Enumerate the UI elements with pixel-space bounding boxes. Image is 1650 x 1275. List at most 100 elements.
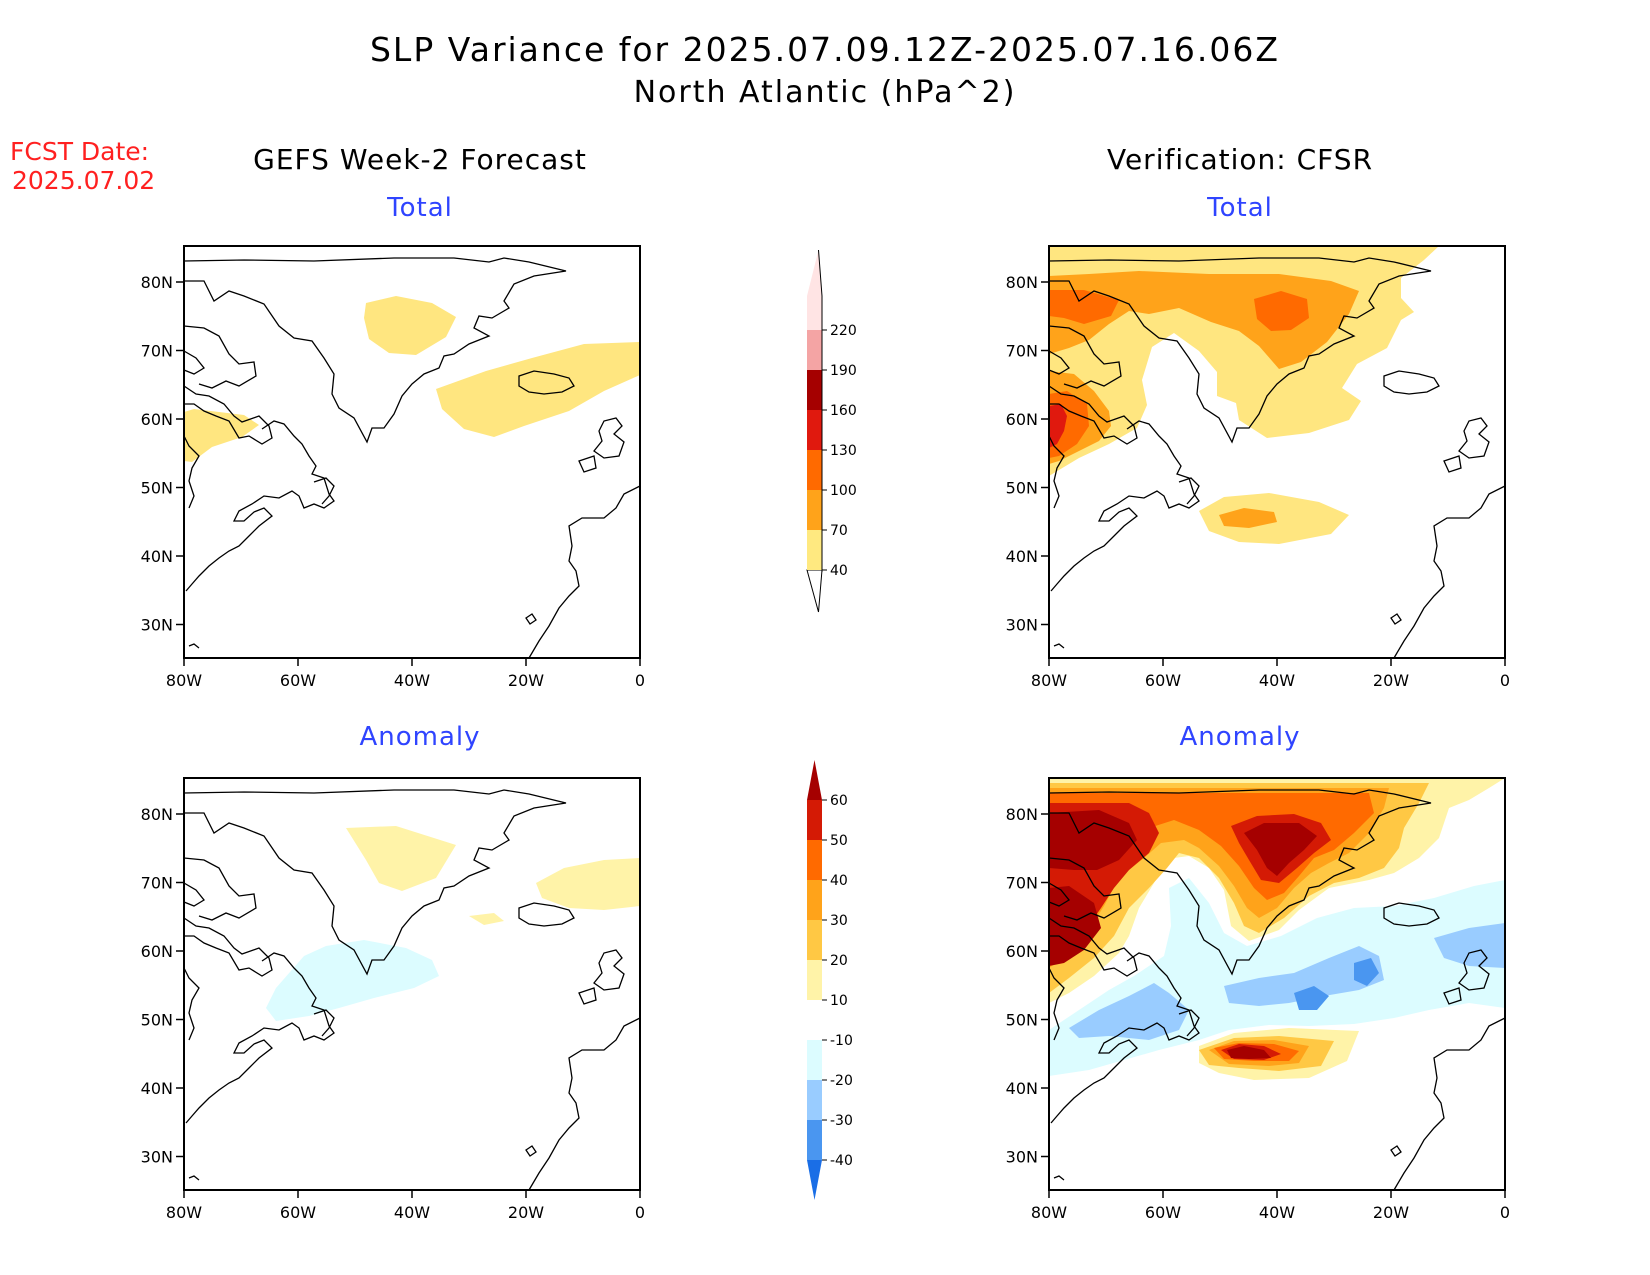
lon-tick-label: 40W [1259,671,1295,690]
lat-tick-label: 40N [1006,1079,1038,1098]
lon-tick-label: 20W [1373,1203,1409,1222]
lat-tick-label: 50N [1006,479,1038,498]
colorbar-anomaly-swatch [807,1080,822,1120]
lat-tick-label: 30N [141,616,173,635]
verification-anomaly-contour-60-south [1227,1046,1271,1059]
colorbar-total-label: 130 [830,443,857,459]
colorbar-total-swatch [807,490,822,530]
verification-total-contour-100-baffin [1049,290,1119,324]
lat-tick-label: 40N [141,1079,173,1098]
forecast-total-contour-40-greenland [364,296,456,355]
map-panel-forecast-total [183,257,641,659]
colorbar-anomaly-swatch [807,1120,822,1160]
colorbar-anomaly: 60 50 40 30 20 10 -10 -20 -30 -40 [807,760,853,1200]
colorbar-anomaly-swatch [807,960,822,1000]
lon-tick-label: 80W [166,1203,202,1222]
lon-tick-label: 60W [280,1203,316,1222]
verification-anomaly-contour-neg20-far-east [1434,923,1505,968]
verification-total-contour-100-greenland [1254,291,1309,331]
verification-anomaly-contour-neg20-east [1224,946,1384,1006]
colorbar-total-label: 40 [830,563,848,579]
colorbar-anomaly-label: -40 [830,1153,853,1169]
colorbar-anomaly-swatch [807,920,822,960]
verification-anomaly-contour-neg30-a [1294,986,1329,1010]
colorbar-anomaly-swatch [807,800,822,840]
colorbar-anomaly-label: -20 [830,1073,853,1089]
panel-title-verification-total: Total [1207,193,1273,223]
lat-tick-label: 40N [1006,547,1038,566]
colorbar-anomaly-swatch [807,880,822,920]
colorbar-total: 40 70 100 130 160 190 220 [806,249,857,613]
forecast-total-contour-40-labrador [184,409,259,462]
verification-anomaly-contour-neg30-b [1354,958,1379,986]
colorbar-total-swatch [807,410,822,450]
map-panel-forecast-anomaly [183,789,641,1191]
forecast-anomaly-contour-neg10 [266,940,439,1021]
colorbar-anomaly-label: -30 [830,1113,853,1129]
map-panel-verification-total [1048,246,1506,659]
lat-tick-label: 60N [1006,942,1038,961]
lat-tick-label: 70N [1006,874,1038,893]
fcst-date-value: 2025.07.02 [12,166,156,195]
verification-anomaly-contour-60-greenland [1244,823,1317,876]
forecast-anomaly-contour-10-small [469,913,504,925]
colorbar-total-label: 100 [830,483,857,499]
lon-tick-label: 40W [394,1203,430,1222]
main-subtitle: North Atlantic (hPa^2) [633,75,1017,110]
lon-tick-label: 0 [635,1203,645,1222]
lat-tick-label: 80N [141,273,173,292]
verification-anomaly-contour-60-labrador [1049,886,1101,966]
verification-anomaly-contour-60-baffin [1049,810,1137,870]
colorbar-total-label: 70 [830,523,848,539]
colorbar-total-label: 160 [830,403,857,419]
lat-tick-label: 50N [141,1011,173,1030]
colorbar-total-label: 220 [830,323,857,339]
verification-total-contour-130 [1049,404,1067,448]
lat-tick-label: 80N [1006,273,1038,292]
colorbar-anomaly-upper-extend [807,760,822,800]
panel-title-forecast-anomaly: Anomaly [359,722,481,752]
lat-tick-label: 40N [141,547,173,566]
colorbar-total-lower-extend [806,569,823,613]
colorbar-total-swatch [807,450,822,490]
colorbar-anomaly-lower-extend [807,1160,822,1200]
colorbar-total-upper-extend [807,250,822,330]
lon-tick-label: 20W [508,671,544,690]
lat-tick-label: 50N [141,479,173,498]
lat-tick-label: 60N [141,410,173,429]
lon-tick-label: 60W [1145,1203,1181,1222]
colorbar-total-swatch [807,370,822,410]
panel-title-verification-anomaly: Anomaly [1179,722,1301,752]
lon-tick-label: 0 [635,671,645,690]
lat-tick-label: 60N [141,942,173,961]
forecast-anomaly-contour-10-greenland [346,826,456,891]
colorbar-anomaly-label: 50 [830,833,848,849]
lat-tick-label: 80N [1006,805,1038,824]
lon-tick-label: 40W [394,671,430,690]
colorbar-anomaly-label: 40 [830,873,848,889]
lon-tick-label: 60W [280,671,316,690]
forecast-anomaly-contour-10-east [536,858,640,910]
colorbar-total-label: 190 [830,363,857,379]
colorbar-anomaly-swatch [807,840,822,880]
lon-tick-label: 0 [1500,1203,1510,1222]
verification-anomaly-contour-neg20-west [1069,983,1189,1040]
colorbar-total-edge [818,249,823,572]
colorbar-total-swatch [807,530,822,570]
lat-tick-label: 30N [1006,1148,1038,1167]
forecast-total-contour-40-iceland [436,342,640,437]
lon-tick-label: 80W [166,671,202,690]
fcst-date-label: FCST Date: [10,137,150,166]
lat-tick-label: 30N [1006,616,1038,635]
colorbar-anomaly-label: 30 [830,913,848,929]
colorbar-anomaly-label: 20 [830,953,848,969]
colorbar-anomaly-label: 10 [830,993,848,1009]
lon-tick-label: 0 [1500,671,1510,690]
main-title: SLP Variance for 2025.07.09.12Z-2025.07.… [369,30,1281,69]
colorbar-anomaly-swatch [807,1040,822,1080]
lon-tick-label: 40W [1259,1203,1295,1222]
colorbar-total-swatch [807,330,822,370]
lat-tick-label: 70N [141,874,173,893]
lat-tick-label: 70N [1006,342,1038,361]
colorbar-anomaly-label: 60 [830,793,848,809]
